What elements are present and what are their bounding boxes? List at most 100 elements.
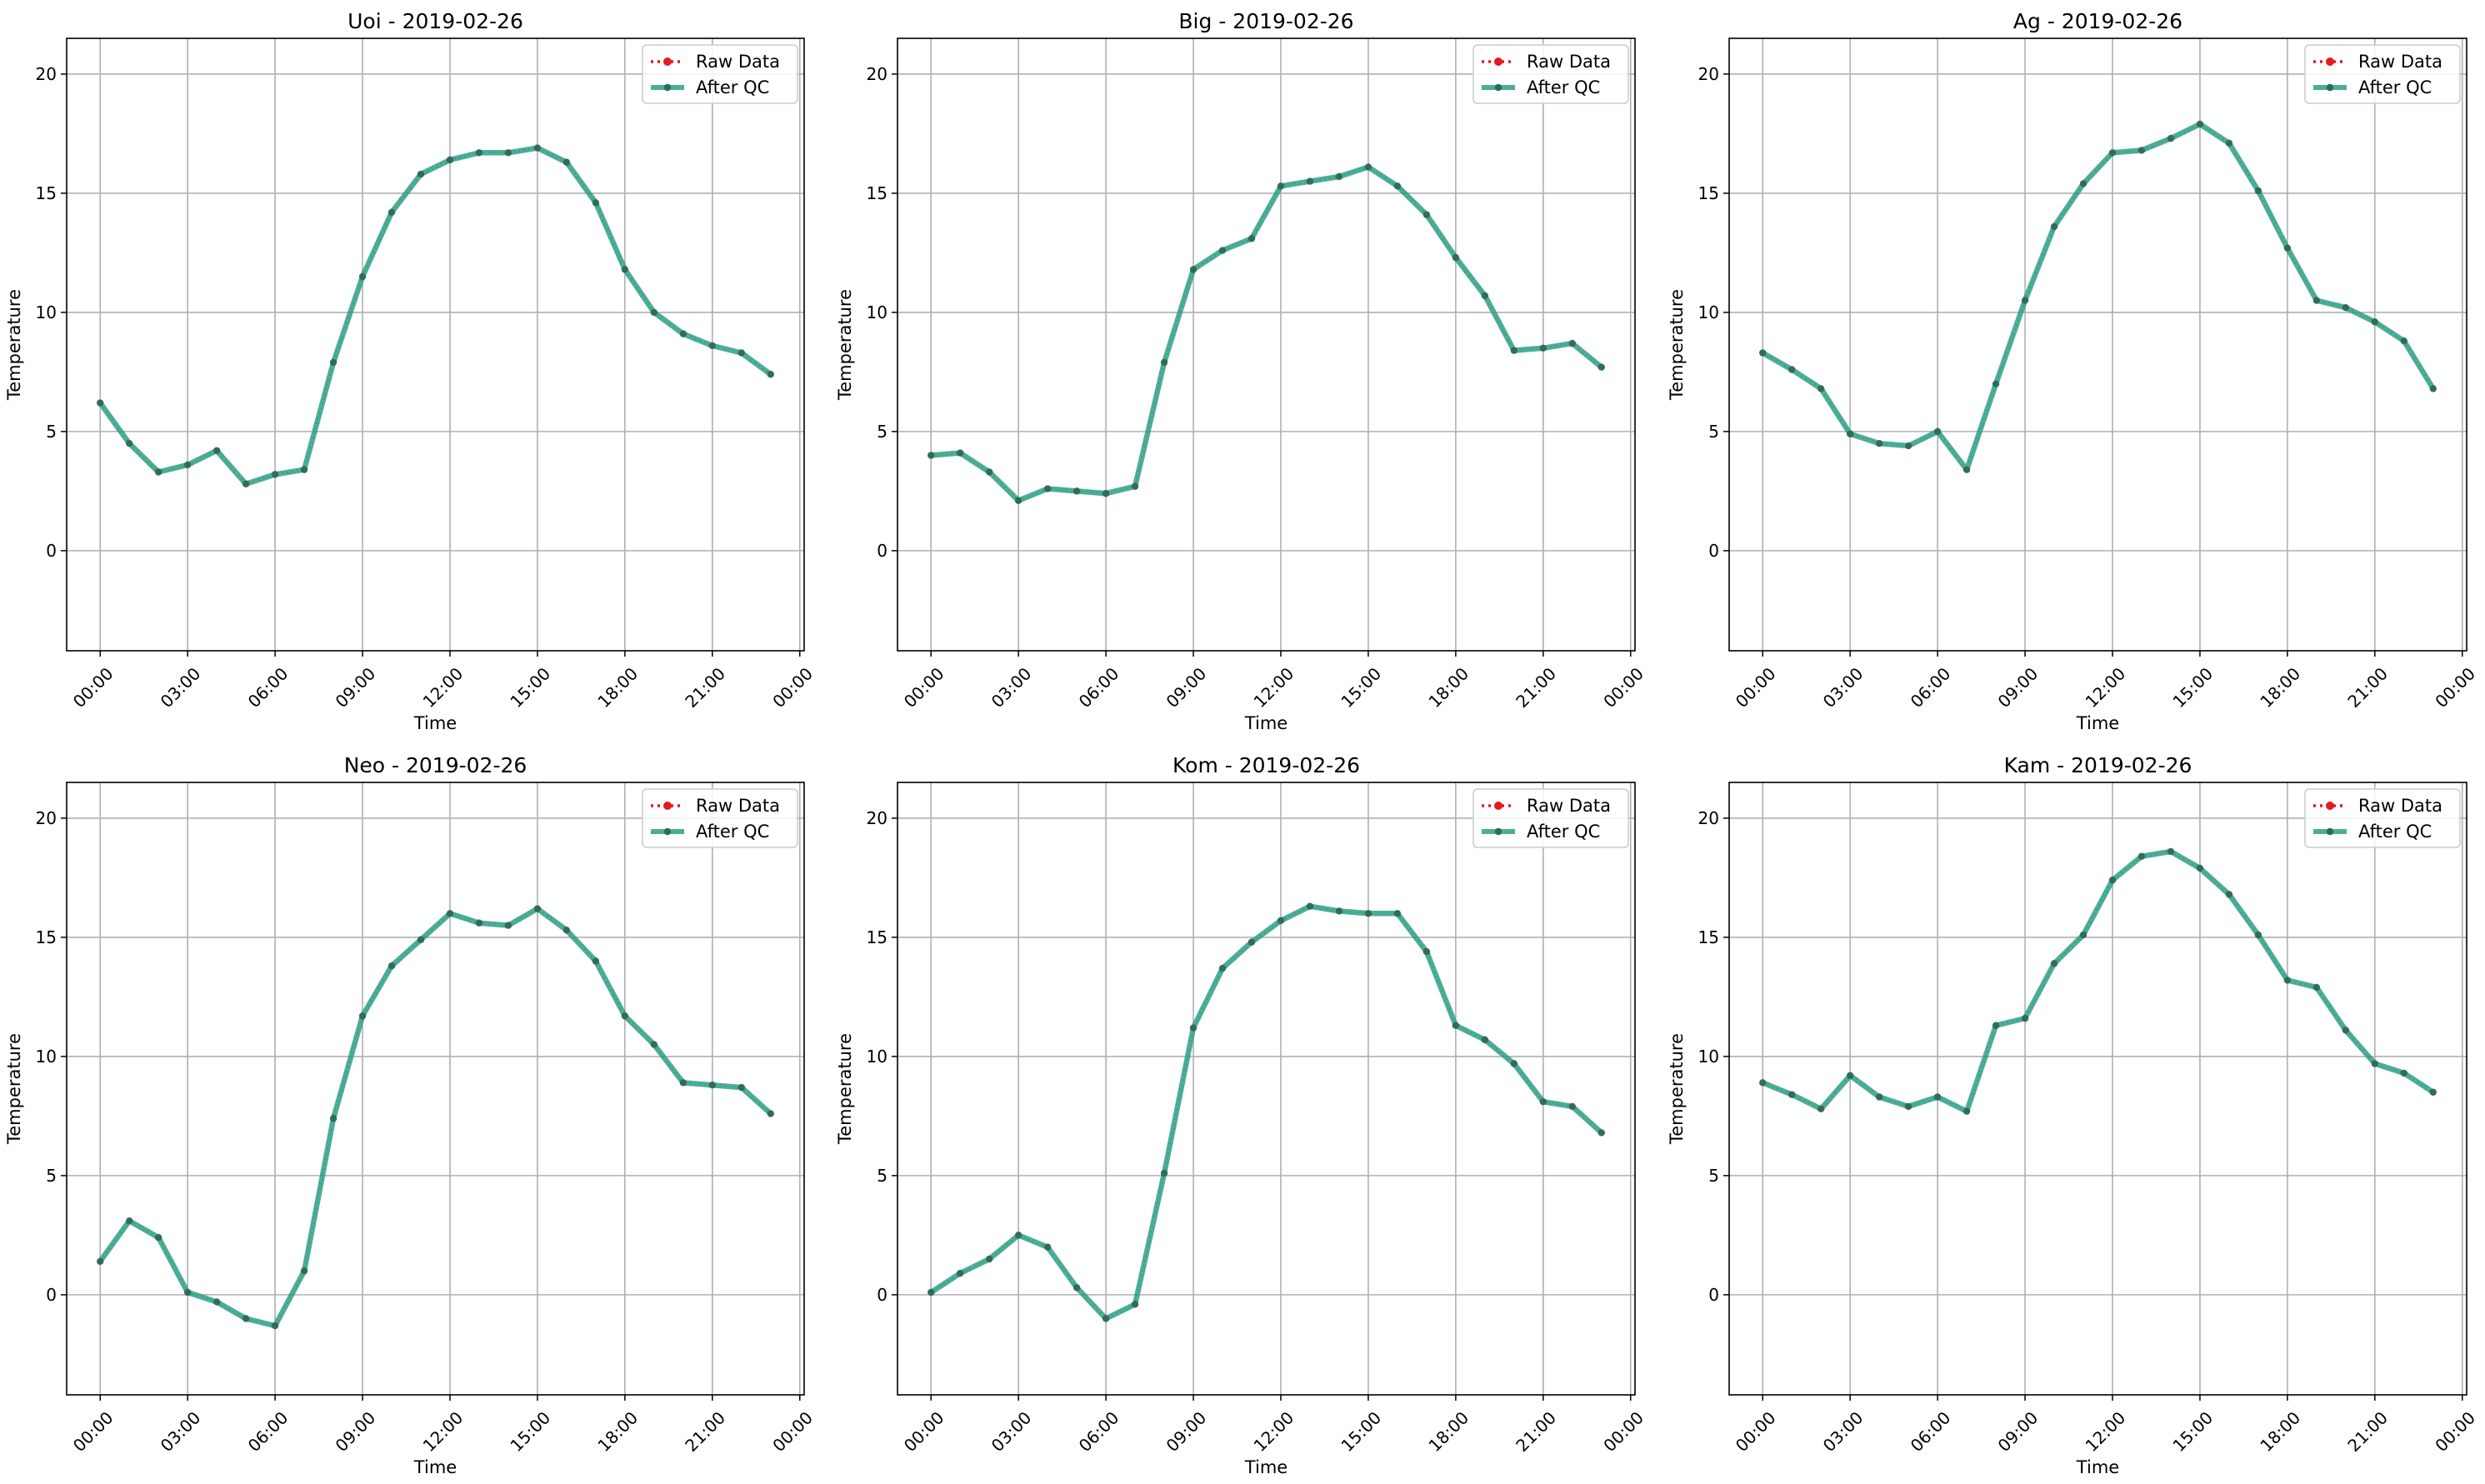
xtick-label: 09:00	[1994, 1407, 2042, 1456]
point-after-qc	[767, 1110, 774, 1117]
point-after-qc	[1014, 497, 1022, 505]
point-after-qc	[1335, 907, 1343, 915]
xtick-label: 15:00	[1337, 1407, 1385, 1456]
point-after-qc	[2225, 891, 2233, 898]
point-after-qc	[1598, 363, 1605, 371]
subplot-title: Kam - 2019-02-26	[2004, 753, 2192, 777]
point-after-qc	[2283, 244, 2292, 252]
point-after-qc	[2050, 222, 2058, 231]
xtick-label: 03:00	[988, 663, 1036, 712]
legend-label: After QC	[1527, 77, 1600, 97]
xtick-label: 00:00	[1732, 663, 1780, 712]
xtick-label: 15:00	[1337, 663, 1385, 712]
point-after-qc	[329, 358, 338, 367]
legend-label: Raw Data	[2358, 796, 2442, 816]
point-after-qc	[2079, 931, 2088, 939]
axes-frame	[897, 37, 1636, 652]
xtick-label: 12:00	[1250, 1407, 1298, 1456]
ytick-label: 0	[877, 1285, 888, 1305]
point-after-qc	[985, 1255, 993, 1263]
ytick-label: 20	[1698, 64, 1719, 84]
xtick-label: 06:00	[1907, 1407, 1955, 1456]
subplot-5: 0 5 10 15 20 00:00 03:00 06:00 09:00 12:00 15:00 18…	[1667, 753, 2479, 1477]
point-after-qc	[1992, 380, 2000, 387]
ytick-label: 5	[877, 422, 888, 442]
point-after-qc	[679, 330, 688, 337]
point-after-qc	[2371, 318, 2379, 326]
legend: Raw Data After QC	[2304, 788, 2461, 848]
legend-marker-after-qc	[1494, 827, 1502, 836]
point-after-qc	[1933, 1093, 1942, 1101]
point-after-qc	[2429, 385, 2437, 392]
series-line-raw-data	[1762, 122, 2434, 472]
point-after-qc	[1218, 964, 1227, 972]
point-after-qc	[2342, 1027, 2350, 1034]
legend-label: After QC	[2358, 822, 2432, 842]
subplot-1: 0 5 10 15 20 00:00 03:00 06:00 09:00 12:00 15:00 18…	[835, 9, 1648, 733]
point-after-qc	[533, 144, 542, 152]
subplot-title: Big - 2019-02-26	[1178, 9, 1353, 33]
ytick-label: 10	[1698, 302, 1719, 322]
legend-label: After QC	[696, 822, 769, 842]
y-axis-label: Temperature	[1667, 1033, 1687, 1145]
ytick-label: 15	[1698, 183, 1719, 203]
y-axis-label: Temperature	[835, 289, 855, 401]
y-axis-label: Temperature	[4, 1033, 24, 1145]
legend-marker-raw-data	[663, 57, 672, 66]
subplot-title: Ag - 2019-02-26	[2013, 9, 2182, 33]
xtick-label: 18:00	[593, 1407, 642, 1456]
xtick-label: 03:00	[157, 1407, 205, 1456]
xtick-label: 12:00	[419, 663, 468, 712]
point-after-qc	[592, 199, 600, 207]
point-after-qc	[1539, 344, 1548, 352]
point-after-qc	[592, 957, 600, 965]
subplot-4: 0 5 10 15 20 00:00 03:00 06:00 09:00 12:00 15:00 18…	[835, 753, 1648, 1477]
point-after-qc	[2254, 931, 2262, 939]
point-after-qc	[1598, 1129, 1605, 1137]
point-after-qc	[126, 1217, 133, 1225]
legend-marker-after-qc	[663, 83, 672, 92]
axes-frame	[66, 782, 805, 1396]
subplot-title: Uoi - 2019-02-26	[348, 9, 523, 33]
legend-marker-after-qc	[1494, 83, 1502, 92]
point-after-qc	[562, 158, 571, 166]
legend-marker-raw-data	[1494, 802, 1502, 810]
point-after-qc	[621, 1012, 629, 1020]
point-after-qc	[1759, 1079, 1767, 1087]
point-after-qc	[2196, 864, 2204, 872]
axes-frame	[897, 782, 1636, 1396]
xtick-label: 18:00	[2256, 663, 2304, 712]
point-after-qc	[1568, 1102, 1576, 1111]
axes-frame	[66, 37, 805, 652]
point-after-qc	[126, 439, 133, 447]
point-after-qc	[767, 371, 774, 378]
point-after-qc	[2138, 147, 2146, 154]
xtick-label: 00:00	[1732, 1407, 1780, 1456]
point-after-qc	[2196, 120, 2204, 128]
point-after-qc	[475, 919, 483, 927]
point-after-qc	[2167, 847, 2175, 856]
xtick-label: 15:00	[506, 1407, 554, 1456]
point-after-qc	[533, 905, 542, 912]
ytick-label: 10	[867, 302, 888, 322]
point-after-qc	[1817, 385, 1825, 392]
point-after-qc	[957, 1269, 964, 1277]
x-axis-label: Time	[413, 1457, 457, 1477]
point-after-qc	[1393, 910, 1402, 917]
point-after-qc	[504, 922, 512, 929]
ytick-label: 10	[1698, 1047, 1719, 1067]
xtick-label: 06:00	[1075, 1407, 1123, 1456]
point-after-qc	[2342, 303, 2350, 312]
series-line-after-qc	[928, 903, 1605, 1322]
point-after-qc	[358, 1012, 367, 1020]
xtick-label: 21:00	[2343, 1407, 2392, 1456]
legend: Raw Data After QC	[2304, 44, 2461, 104]
ytick-label: 5	[46, 1166, 57, 1186]
point-after-qc	[2254, 187, 2262, 195]
axes-frame	[1728, 782, 2468, 1396]
y-axis-label: Temperature	[4, 289, 24, 401]
legend-label: Raw Data	[696, 796, 780, 816]
xtick-label: 09:00	[1162, 1407, 1211, 1456]
point-after-qc	[1846, 430, 1854, 437]
